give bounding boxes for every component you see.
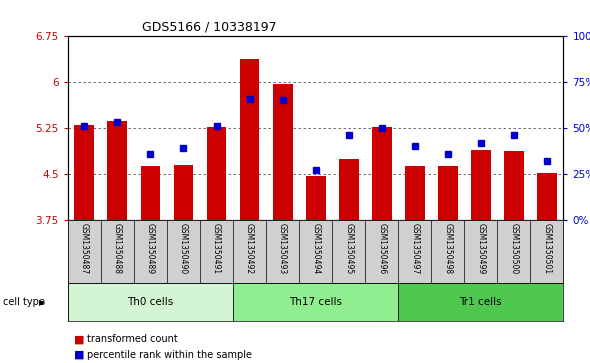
Text: GSM1350499: GSM1350499: [476, 223, 486, 274]
Text: GSM1350489: GSM1350489: [146, 223, 155, 274]
Text: Th0 cells: Th0 cells: [127, 297, 173, 307]
Bar: [74, 125, 94, 220]
Text: GSM1350500: GSM1350500: [509, 223, 519, 274]
Text: ▶: ▶: [39, 298, 46, 307]
Text: percentile rank within the sample: percentile rank within the sample: [87, 350, 253, 360]
Text: ■: ■: [74, 350, 84, 360]
Bar: [140, 167, 160, 220]
Bar: [206, 127, 227, 220]
Text: GSM1350497: GSM1350497: [410, 223, 419, 274]
Text: GSM1350498: GSM1350498: [443, 223, 453, 274]
Bar: [471, 150, 491, 220]
Bar: [107, 121, 127, 220]
Text: GSM1350488: GSM1350488: [113, 223, 122, 274]
Bar: [504, 151, 524, 220]
Bar: [240, 59, 260, 220]
Bar: [372, 127, 392, 220]
Text: GSM1350501: GSM1350501: [542, 223, 552, 274]
Text: GSM1350490: GSM1350490: [179, 223, 188, 274]
Text: GSM1350496: GSM1350496: [377, 223, 386, 274]
Text: ■: ■: [74, 334, 84, 344]
Text: GSM1350495: GSM1350495: [344, 223, 353, 274]
Text: GDS5166 / 10338197: GDS5166 / 10338197: [142, 21, 277, 34]
Bar: [173, 164, 194, 220]
Text: GSM1350493: GSM1350493: [278, 223, 287, 274]
Bar: [537, 172, 557, 220]
Text: GSM1350492: GSM1350492: [245, 223, 254, 274]
Text: transformed count: transformed count: [87, 334, 178, 344]
Text: cell type: cell type: [3, 297, 45, 307]
Text: GSM1350491: GSM1350491: [212, 223, 221, 274]
Text: GSM1350487: GSM1350487: [80, 223, 89, 274]
Bar: [273, 84, 293, 220]
Bar: [405, 167, 425, 220]
Text: Th17 cells: Th17 cells: [289, 297, 342, 307]
Bar: [339, 159, 359, 220]
Bar: [398, 283, 563, 321]
Bar: [306, 176, 326, 220]
Text: GSM1350494: GSM1350494: [311, 223, 320, 274]
Text: Tr1 cells: Tr1 cells: [460, 297, 502, 307]
Bar: [68, 283, 233, 321]
Bar: [233, 283, 398, 321]
Bar: [438, 166, 458, 220]
